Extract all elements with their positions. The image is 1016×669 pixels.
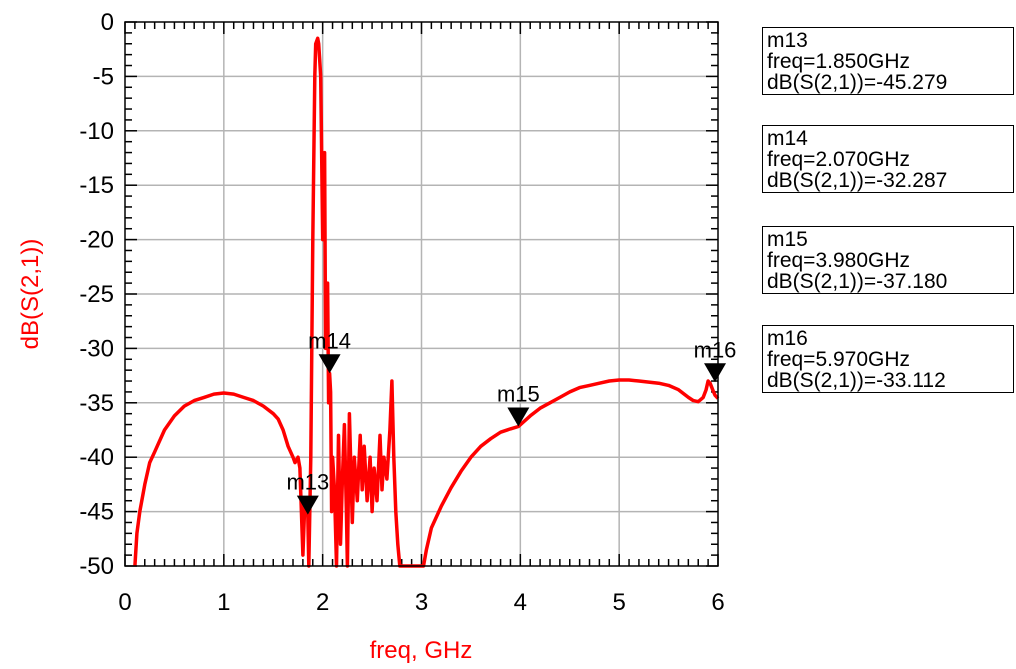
marker-name: m15 — [767, 228, 808, 251]
marker-name: m13 — [767, 29, 808, 52]
x-axis-label: freq, GHz — [370, 637, 473, 664]
y-tick-label: -40 — [79, 444, 114, 471]
x-tick-label: 0 — [118, 589, 131, 616]
y-axis-label: dB(S(2,1)) — [17, 239, 44, 350]
marker-readout-m14: m14 freq=2.070GHz dB(S(2,1))=-32.287 — [762, 125, 1014, 193]
marker-freq: freq=2.070GHz — [767, 148, 911, 171]
traces — [133, 36, 720, 568]
plot-frame — [124, 21, 719, 567]
x-tick-label: 4 — [514, 589, 527, 616]
marker-label-m15: m15 — [497, 382, 540, 407]
marker-readout-m13: m13 freq=1.850GHz dB(S(2,1))=-45.279 — [762, 27, 1014, 95]
x-tick-label: 1 — [217, 589, 230, 616]
y-tick-labels: 0 -5 -10 -15 -20 -25 -30 -35 -40 -45 -50 — [79, 9, 114, 580]
marker-triangle-m13 — [296, 495, 319, 515]
marker-label-m13: m13 — [286, 470, 329, 495]
marker-triangle-m14 — [318, 354, 341, 374]
marker-freq: freq=3.980GHz — [767, 249, 911, 272]
marker-readout-m16: m16 freq=5.970GHz dB(S(2,1))=-33.112 — [762, 325, 1014, 393]
marker-freq: freq=5.970GHz — [767, 348, 911, 371]
marker-name: m14 — [767, 127, 808, 150]
marker-label-m14: m14 — [308, 328, 351, 353]
y-tick-label: 0 — [101, 9, 114, 36]
y-tick-label: -50 — [79, 553, 114, 580]
marker-name: m16 — [767, 327, 808, 350]
y-tick-label: -25 — [79, 281, 114, 308]
y-tick-label: -45 — [79, 499, 114, 526]
x-tick-label: 2 — [316, 589, 329, 616]
marker-value: dB(S(2,1))=-33.112 — [767, 369, 946, 392]
x-tick-label: 3 — [415, 589, 428, 616]
marker-value: dB(S(2,1))=-45.279 — [767, 71, 948, 94]
y-tick-label: -10 — [79, 118, 114, 145]
marker-triangle-m15 — [507, 407, 530, 427]
grid — [125, 22, 718, 566]
y-tick-label: -30 — [79, 335, 114, 362]
marker-value: dB(S(2,1))=-32.287 — [767, 169, 948, 192]
y-tick-label: -35 — [79, 390, 114, 417]
s21-trace — [133, 36, 720, 568]
marker-value: dB(S(2,1))=-37.180 — [767, 270, 948, 293]
marker-triangle-m16 — [704, 363, 727, 383]
x-tick-label: 6 — [711, 589, 724, 616]
marker-freq: freq=1.850GHz — [767, 50, 911, 73]
y-tick-label: -5 — [93, 63, 114, 90]
marker-readout-m15: m15 freq=3.980GHz dB(S(2,1))=-37.180 — [762, 226, 1014, 294]
y-tick-label: -20 — [79, 227, 114, 254]
markers: m13 m14 m15 m16 — [286, 328, 737, 515]
y-tick-label: -15 — [79, 172, 114, 199]
x-tick-labels: 0 1 2 3 4 5 6 — [118, 589, 724, 616]
marker-label-m16: m16 — [694, 337, 737, 362]
x-tick-label: 5 — [612, 589, 625, 616]
